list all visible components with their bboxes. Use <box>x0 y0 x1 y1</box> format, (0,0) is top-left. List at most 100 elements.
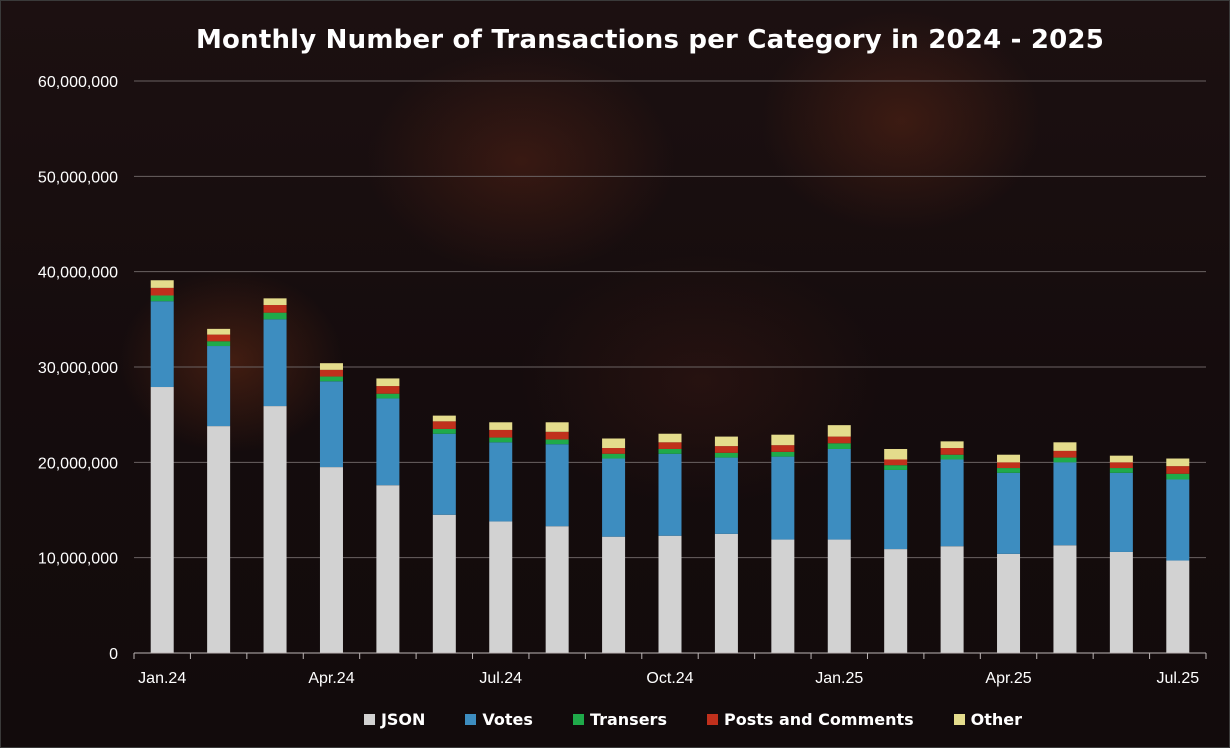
bar-segment-posts-and-comments <box>602 448 626 454</box>
bar-segment-json <box>884 549 908 653</box>
bar-segment-json <box>432 514 456 653</box>
bar-segment-posts-and-comments <box>489 429 513 438</box>
bar-segment-transers <box>432 428 456 434</box>
chart-title: Monthly Number of Transactions per Categ… <box>195 25 1105 55</box>
bar-segment-votes <box>771 456 795 540</box>
bar-segment-posts-and-comments <box>319 369 343 377</box>
y-tick-label: 0 <box>109 646 118 663</box>
legend-swatch <box>706 714 718 725</box>
y-tick-label: 30,000,000 <box>38 360 118 377</box>
bar-segment-json <box>658 535 682 653</box>
x-tick-label: Apr.25 <box>985 670 1031 687</box>
bar-segment-other <box>319 363 343 370</box>
bar-segment-votes <box>1109 472 1133 552</box>
bar-segment-transers <box>602 453 626 459</box>
bar-segment-other <box>997 454 1021 463</box>
bar-segment-posts-and-comments <box>1109 462 1133 469</box>
bar-segment-json <box>1109 551 1133 653</box>
legend-label: Other <box>970 710 1023 729</box>
bar-segment-posts-and-comments <box>150 287 174 296</box>
y-tick-label: 10,000,000 <box>38 551 118 568</box>
bar-segment-other <box>1166 458 1190 467</box>
y-tick-label: 50,000,000 <box>38 169 118 186</box>
legend-item-json: JSON <box>363 710 426 729</box>
legend-swatch <box>363 714 375 725</box>
bar-segment-transers <box>827 443 851 449</box>
bar-segment-votes <box>714 457 738 534</box>
bar-segment-posts-and-comments <box>207 334 231 342</box>
bar-segment-json <box>1053 545 1077 653</box>
bar-segment-other <box>827 425 851 437</box>
bar-segment-transers <box>940 454 964 460</box>
bar-segment-other <box>207 328 231 335</box>
legend-label: Posts and Comments <box>723 710 914 729</box>
bar-segment-other <box>1053 442 1077 451</box>
x-tick-label: Jan.24 <box>138 670 186 687</box>
bar-segment-posts-and-comments <box>884 459 908 466</box>
bar-segment-json <box>319 467 343 653</box>
x-tick-label: Oct.24 <box>646 670 693 687</box>
bar-segment-other <box>658 433 682 443</box>
bar-segment-other <box>940 441 964 449</box>
bar-segment-transers <box>376 393 400 399</box>
bar-segment-transers <box>658 448 682 454</box>
bar-segment-json <box>997 553 1021 653</box>
x-tick-label: Apr.24 <box>308 670 354 687</box>
x-tick-label: Jul.25 <box>1156 670 1199 687</box>
bar-segment-json <box>602 536 626 653</box>
legend-label: JSON <box>380 710 426 729</box>
bar-segment-transers <box>150 295 174 302</box>
legend-item-posts-and-comments: Posts and Comments <box>706 710 914 729</box>
y-tick-label: 40,000,000 <box>38 265 118 282</box>
bar-segment-posts-and-comments <box>1166 466 1190 474</box>
bar-segment-json <box>1166 560 1190 653</box>
bar-segment-posts-and-comments <box>997 462 1021 469</box>
y-tick-label: 60,000,000 <box>38 74 118 91</box>
bar-segment-other <box>489 422 513 430</box>
legend-item-transers: Transers <box>572 710 667 729</box>
chart-legend: JSON Votes Transers Posts and Comments Other <box>1 710 1229 729</box>
bar-segment-json <box>545 526 569 653</box>
bar-segment-other <box>545 422 569 432</box>
y-tick-label: 20,000,000 <box>38 455 118 472</box>
legend-label: Votes <box>482 710 533 729</box>
bar-segment-other <box>602 438 626 449</box>
bar-segment-other <box>263 298 287 306</box>
legend-label: Transers <box>589 710 667 729</box>
bar-segment-votes <box>150 301 174 388</box>
bar-segment-votes <box>376 398 400 486</box>
bar-segment-posts-and-comments <box>432 421 456 429</box>
bar-segment-votes <box>940 459 964 547</box>
bar-segment-transers <box>207 341 231 347</box>
bar-segment-votes <box>997 472 1021 554</box>
bar-segment-other <box>432 415 456 422</box>
bar-segment-posts-and-comments <box>376 386 400 394</box>
bar-segment-json <box>263 406 287 653</box>
bar-segment-transers <box>489 437 513 443</box>
bar-segment-transers <box>1053 457 1077 463</box>
bar-segment-posts-and-comments <box>827 436 851 444</box>
bar-segment-transers <box>714 452 738 458</box>
legend-swatch <box>953 714 965 725</box>
bar-segment-transers <box>1166 473 1190 480</box>
bar-segment-posts-and-comments <box>1053 450 1077 458</box>
bar-segment-transers <box>997 468 1021 473</box>
x-tick-label: Jul.24 <box>479 670 522 687</box>
bar-segment-votes <box>884 469 908 550</box>
bar-segment-votes <box>263 319 287 407</box>
bar-segment-votes <box>1053 462 1077 546</box>
bar-segment-json <box>489 521 513 653</box>
legend-swatch <box>572 714 584 725</box>
bar-segment-json <box>376 485 400 653</box>
bar-segment-votes <box>1166 479 1190 561</box>
legend-item-other: Other <box>953 710 1023 729</box>
bar-segment-votes <box>658 453 682 536</box>
bar-segment-posts-and-comments <box>545 431 569 440</box>
bar-segment-other <box>884 448 908 460</box>
bar-segment-votes <box>545 444 569 527</box>
bar-segment-posts-and-comments <box>771 445 795 452</box>
x-tick-label: Jan.25 <box>815 670 863 687</box>
bar-segment-votes <box>602 458 626 537</box>
